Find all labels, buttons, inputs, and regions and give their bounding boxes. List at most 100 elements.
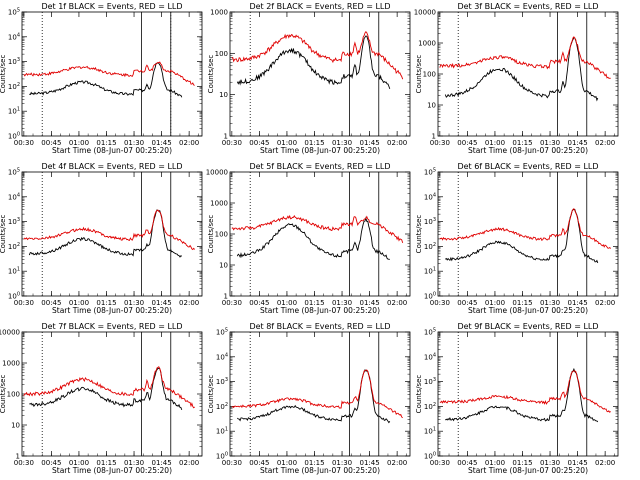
y-tick-label: 10000 — [414, 9, 436, 17]
x-axis-label: Start Time (08-Jun-07 00:25:20) — [52, 146, 172, 155]
x-tick-label: 01:45 — [359, 299, 379, 307]
x-tick-label: 01:15 — [304, 299, 324, 307]
x-tick-label: 01:30 — [540, 459, 560, 467]
x-tick-label: 00:45 — [249, 299, 269, 307]
x-axis-label: Start Time (08-Jun-07 00:25:20) — [260, 146, 380, 155]
x-tick-label: 02:00 — [179, 139, 199, 147]
y-tick-label: 100 — [216, 452, 228, 461]
x-tick-label: 01:45 — [151, 459, 171, 467]
detector-panel: Det 2f BLACK = Events, RED = LLD 1 10 100 10… — [207, 2, 411, 155]
x-tick-label: 01:00 — [69, 299, 89, 307]
events-series-line — [445, 209, 599, 264]
y-tick-label: 1000 — [210, 200, 228, 208]
plot-frame — [229, 171, 411, 297]
detector-panel: Det 4f BLACK = Events, RED = LLD 100 101 10… — [0, 162, 203, 315]
x-tick-label: 00:30 — [430, 299, 450, 307]
lld-series-line — [439, 208, 612, 249]
events-series-line — [444, 367, 599, 423]
x-tick-label: 01:00 — [69, 139, 89, 147]
detector-panel: Det 1f BLACK = Events, RED = LLD 100 101 10… — [0, 2, 203, 155]
x-tick-label: 01:15 — [512, 299, 532, 307]
x-tick-label: 01:15 — [304, 459, 324, 467]
y-tick-label: 103 — [8, 57, 20, 66]
events-series-line — [29, 62, 183, 98]
y-tick-label: 101 — [424, 427, 436, 436]
x-tick-label: 01:45 — [567, 459, 587, 467]
x-tick-label: 01:00 — [485, 139, 505, 147]
x-axis-label: Start Time (08-Jun-07 00:25:20) — [52, 306, 172, 315]
y-tick-label: 105 — [424, 168, 436, 177]
events-series-line — [236, 216, 390, 260]
y-axis-label: Counts/sec — [0, 215, 7, 254]
lld-series-line — [439, 370, 611, 413]
x-tick-label: 01:30 — [124, 299, 144, 307]
x-tick-label: 01:45 — [359, 459, 379, 467]
events-series-line — [236, 35, 391, 90]
x-tick-label: 02:00 — [595, 459, 615, 467]
x-axis-label: Start Time (08-Jun-07 00:25:20) — [52, 466, 172, 475]
lld-series-line — [439, 36, 611, 79]
y-tick-label: 1000 — [2, 360, 20, 368]
y-tick-label: 1 — [432, 133, 436, 141]
x-tick-label: 01:45 — [567, 299, 587, 307]
y-tick-label: 10000 — [206, 169, 228, 177]
y-tick-label: 101 — [8, 267, 20, 276]
lld-series-line — [231, 369, 403, 419]
y-tick-label: 102 — [424, 402, 436, 411]
x-tick-label: 01:15 — [512, 459, 532, 467]
x-axis-label: Start Time (08-Jun-07 00:25:20) — [468, 466, 588, 475]
x-tick-label: 01:45 — [359, 139, 379, 147]
x-tick-label: 02:00 — [387, 459, 407, 467]
x-tick-label: 00:30 — [222, 299, 242, 307]
panel-title: Det 5f BLACK = Events, RED = LLD — [249, 162, 390, 171]
plot-frame — [21, 171, 203, 297]
x-tick-label: 00:45 — [41, 299, 61, 307]
y-tick-label: 1 — [16, 453, 20, 461]
plot-frame — [437, 171, 619, 297]
x-tick-label: 01:15 — [96, 459, 116, 467]
x-tick-label: 01:30 — [332, 299, 352, 307]
y-tick-label: 105 — [216, 328, 228, 337]
y-axis-label: Counts/sec — [207, 215, 215, 254]
panel-title: Det 6f BLACK = Events, RED = LLD — [457, 162, 598, 171]
lld-series-line — [23, 209, 196, 251]
detector-panel: Det 7f BLACK = Events, RED = LLD 1 10 100 10… — [0, 322, 203, 475]
x-tick-label: 00:45 — [41, 459, 61, 467]
y-tick-label: 105 — [8, 168, 20, 177]
x-axis-label: Start Time (08-Jun-07 00:25:20) — [468, 146, 588, 155]
plot-frame — [437, 11, 619, 137]
y-tick-label: 100 — [8, 132, 20, 141]
x-tick-label: 02:00 — [179, 299, 199, 307]
detector-panel: Det 8f BLACK = Events, RED = LLD 100 101 10… — [207, 322, 411, 475]
y-tick-label: 102 — [8, 82, 20, 91]
x-tick-label: 00:45 — [41, 139, 61, 147]
y-tick-label: 102 — [216, 402, 228, 411]
panel-title: Det 4f BLACK = Events, RED = LLD — [41, 162, 182, 171]
y-tick-label: 10000 — [0, 329, 20, 337]
x-axis-label: Start Time (08-Jun-07 00:25:20) — [260, 466, 380, 475]
plot-frame — [437, 331, 619, 457]
y-tick-label: 10 — [219, 262, 228, 270]
x-tick-label: 02:00 — [387, 139, 407, 147]
x-tick-label: 01:30 — [124, 139, 144, 147]
y-tick-label: 101 — [216, 427, 228, 436]
panel-title: Det 9f BLACK = Events, RED = LLD — [457, 322, 598, 331]
y-tick-label: 105 — [424, 328, 436, 337]
x-tick-label: 00:45 — [457, 299, 477, 307]
y-tick-label: 10 — [219, 91, 228, 99]
x-tick-label: 01:00 — [277, 139, 297, 147]
x-axis-label: Start Time (08-Jun-07 00:25:20) — [260, 306, 380, 315]
x-tick-label: 00:30 — [430, 139, 450, 147]
x-tick-label: 01:00 — [485, 459, 505, 467]
x-tick-label: 01:15 — [96, 139, 116, 147]
x-tick-label: 02:00 — [179, 459, 199, 467]
detector-panel: Det 9f BLACK = Events, RED = LLD 100 101 10… — [415, 322, 619, 475]
lld-series-line — [231, 214, 404, 244]
y-tick-label: 101 — [8, 107, 20, 116]
x-tick-label: 01:00 — [277, 299, 297, 307]
plot-frame — [229, 11, 411, 137]
x-tick-label: 00:30 — [14, 139, 34, 147]
detector-panel: Det 5f BLACK = Events, RED = LLD 1 10 100 10… — [206, 162, 411, 315]
x-tick-label: 01:45 — [151, 299, 171, 307]
panel-title: Det 3f BLACK = Events, RED = LLD — [457, 2, 598, 11]
